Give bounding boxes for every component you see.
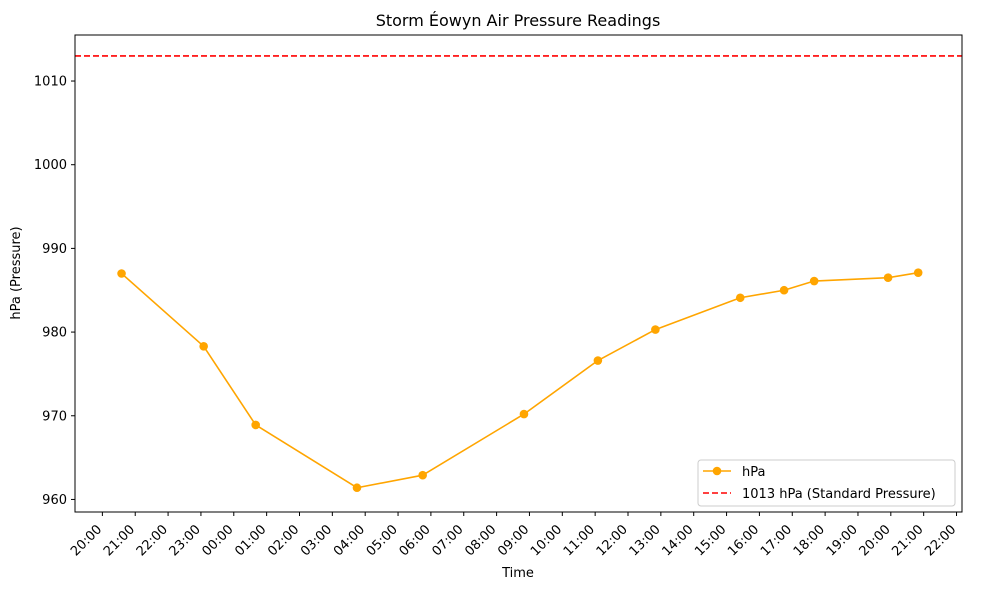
- x-tick-label: 14:00: [659, 522, 696, 559]
- pressure-data-point: [519, 409, 529, 419]
- x-tick-label: 15:00: [692, 522, 729, 559]
- series-layer: [117, 268, 923, 493]
- x-tick-label: 13:00: [627, 522, 664, 559]
- x-tick-label: 01:00: [232, 522, 269, 559]
- x-tick-label: 22:00: [134, 522, 171, 559]
- y-tick-label: 960: [42, 493, 67, 508]
- pressure-data-point: [779, 285, 789, 295]
- x-tick-label: 19:00: [824, 522, 861, 559]
- y-axis: 960 970 980 990 1000 1010: [34, 75, 75, 508]
- chart-title: Storm Éowyn Air Pressure Readings: [376, 11, 661, 30]
- pressure-data-point: [251, 420, 260, 430]
- pressure-series-line: [121, 271, 919, 489]
- pressure-data-point: [913, 268, 923, 277]
- x-tick-label: 09:00: [495, 522, 532, 559]
- x-tick-label: 23:00: [167, 522, 204, 559]
- x-tick-label: 00:00: [200, 522, 237, 559]
- pressure-data-point: [593, 356, 603, 365]
- legend: hPa 1013 hPa (Standard Pressure): [697, 459, 956, 507]
- legend-series-label: hPa: [742, 465, 765, 480]
- legend-reference-label: 1013 hPa (Standard Pressure): [742, 487, 936, 502]
- x-tick-label: 16:00: [725, 522, 762, 559]
- y-tick-label: 970: [42, 409, 67, 424]
- x-tick-label: 21:00: [889, 522, 926, 559]
- x-tick-label: 12:00: [594, 522, 631, 559]
- y-tick-label: 980: [42, 326, 67, 341]
- pressure-data-point: [352, 483, 362, 493]
- x-tick-label: 02:00: [265, 522, 302, 559]
- x-tick-label: 06:00: [397, 522, 434, 559]
- y-axis-title: hPa (Pressure): [9, 226, 24, 319]
- plot-area-frame: [74, 34, 963, 513]
- pressure-data-point: [883, 273, 893, 282]
- x-tick-label: 20:00: [857, 522, 894, 559]
- x-tick-label: 07:00: [429, 522, 466, 559]
- y-tick-label: 1000: [34, 158, 67, 173]
- pressure-data-point: [809, 276, 819, 286]
- pressure-data-point: [199, 342, 208, 351]
- x-tick-label: 22:00: [922, 522, 959, 559]
- pressure-data-point: [117, 269, 126, 278]
- y-tick-label: 1010: [34, 75, 67, 90]
- x-tick-label: 17:00: [758, 522, 795, 559]
- x-tick-label: 05:00: [364, 522, 401, 559]
- x-tick-label: 11:00: [561, 522, 598, 559]
- x-tick-label: 21:00: [101, 522, 138, 559]
- pressure-data-point: [651, 325, 660, 334]
- legend-series-marker: [712, 466, 722, 476]
- x-tick-label: 04:00: [331, 522, 368, 559]
- legend-box: [697, 459, 956, 507]
- x-axis: 20:0021:0022:0023:0000:0001:0002:0003:00…: [68, 512, 959, 559]
- x-tick-label: 18:00: [791, 522, 828, 559]
- x-tick-label: 20:00: [68, 522, 105, 559]
- pressure-data-point: [735, 293, 745, 303]
- pressure-data-point: [418, 470, 427, 480]
- x-tick-label: 03:00: [298, 522, 335, 559]
- x-axis-title: Time: [501, 566, 534, 581]
- x-tick-label: 08:00: [462, 522, 499, 559]
- x-tick-label: 10:00: [528, 522, 565, 559]
- y-tick-label: 990: [42, 242, 67, 257]
